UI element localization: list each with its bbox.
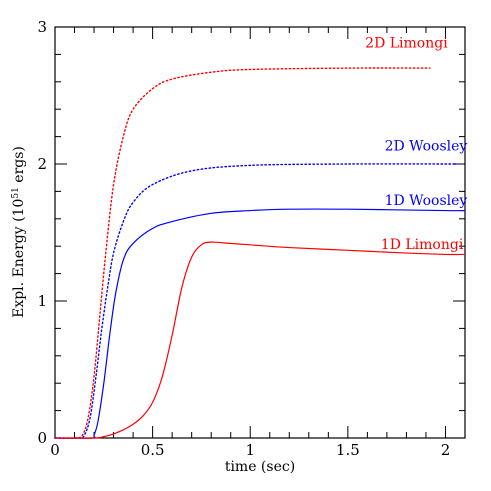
- x-tick-label: 2: [441, 441, 451, 459]
- y-tick-label: 3: [37, 18, 47, 36]
- series-label-2d-woosley: 2D Woosley: [385, 138, 468, 154]
- y-axis-label-main: Expl. Energy (10: [11, 199, 27, 318]
- y-axis-label-end: ergs): [11, 146, 27, 187]
- series-label-1d-woosley: 1D Woosley: [385, 193, 468, 209]
- tick-labels: 0 0.5 1 1.5 2 0 1 2 3: [37, 18, 450, 459]
- y-axis-label: Expl. Energy (1051 ergs): [11, 146, 27, 318]
- series-label-1d-limongi: 1D Limongi: [381, 237, 464, 253]
- x-tick-label: 0: [50, 441, 60, 459]
- x-tick-label: 1: [245, 441, 255, 459]
- x-tick-label: 0.5: [141, 441, 165, 459]
- series-line-2d-woosley: [54, 163, 458, 439]
- series-labels: 2D Limongi 2D Woosley 1D Woosley 1D Limongi: [365, 36, 467, 253]
- series-lines: [54, 67, 466, 439]
- series-line-1d-woosley: [54, 208, 466, 439]
- x-tick-label: 1.5: [336, 441, 360, 459]
- y-tick-label: 1: [37, 292, 47, 310]
- y-axis-label-sup: 51: [11, 187, 21, 198]
- y-tick-label: 0: [37, 429, 47, 447]
- y-tick-label: 2: [37, 155, 47, 173]
- series-label-2d-limongi: 2D Limongi: [365, 36, 448, 52]
- series-line-2d-limongi: [54, 67, 431, 439]
- plot-frame: [54, 26, 466, 439]
- series-line-1d-limongi: [54, 241, 466, 439]
- tick-marks: [54, 26, 466, 439]
- x-axis-label: time (sec): [225, 459, 295, 475]
